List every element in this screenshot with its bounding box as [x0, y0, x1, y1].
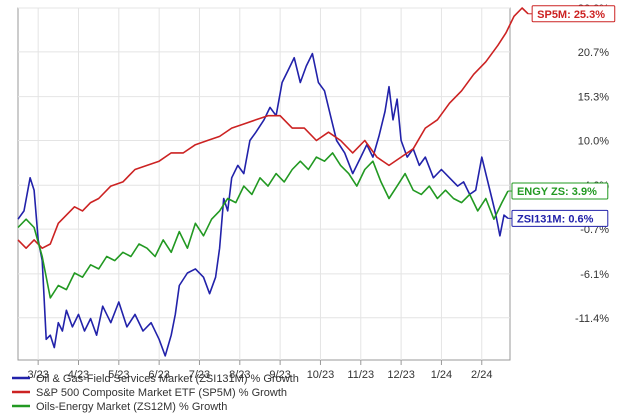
legend: Oil & Gas-Field Services Market (ZSI131M…: [12, 373, 299, 413]
y-tick-labels: 26.0%20.7%15.3%10.0%4.6%-0.7%-6.1%-11.4%: [575, 3, 609, 325]
legend-item: Oils-Energy Market (ZS12M) % Growth: [12, 401, 227, 413]
y-tick-label: 15.3%: [578, 92, 609, 104]
end-tag-sp5m: SP5M: 25.3%: [528, 5, 616, 23]
end-tag-zsi131m: ZSI131M: 0.6%: [507, 209, 609, 227]
end-tag-box: [511, 182, 609, 200]
x-tick-label: 3/23: [27, 369, 48, 381]
y-tick-label: -11.4%: [575, 313, 609, 325]
x-tick-label: 2/24: [471, 369, 492, 381]
x-tick-label: 7/23: [189, 369, 210, 381]
end-tag-text: SP5M: 25.3%: [537, 9, 605, 21]
y-gridlines: [18, 7, 510, 319]
x-tick-label: 10/23: [307, 369, 335, 381]
series-line-sp5m: [17, 7, 529, 249]
legend-label: S&P 500 Composite Market ETF (SP5M) % Gr…: [36, 387, 287, 399]
end-tag-engy-zs: ENGY ZS: 3.9%: [507, 182, 609, 200]
x-tick-label: 11/23: [347, 369, 374, 381]
y-tick-label: -0.7%: [580, 224, 609, 236]
x-tick-label: 12/23: [387, 369, 415, 381]
y-tick-label: -6.1%: [580, 269, 609, 281]
plot-frame: [17, 7, 511, 361]
series-end-tags: ZSI131M: 0.6% SP5M: 25.3% ENGY ZS: 3.9%: [507, 5, 616, 227]
end-tag-box: [531, 5, 616, 23]
y-tick-label: 20.7%: [578, 47, 609, 59]
end-tag-text: ENGY ZS: 3.9%: [517, 186, 597, 198]
series-line-engy-zs: [17, 152, 509, 299]
y-tick-label: 10.0%: [578, 136, 609, 148]
series-line-zsi131m: [17, 52, 509, 357]
legend-item: S&P 500 Composite Market ETF (SP5M) % Gr…: [12, 387, 287, 399]
x-tick-label: 1/24: [431, 369, 452, 381]
end-tag-box: [511, 209, 609, 227]
x-tick-label: 5/23: [108, 369, 129, 381]
x-tick-labels: 3/23 4/23 5/23 6/23 7/23 8/23 9/23 10/23 11/23 12…: [27, 369, 492, 381]
end-tag-text: ZSI131M: 0.6%: [517, 213, 594, 225]
legend-item: Oil & Gas-Field Services Market (ZSI131M…: [12, 373, 299, 385]
x-tick-label: 9/23: [269, 369, 290, 381]
series-lines: [17, 7, 529, 357]
x-tick-label: 8/23: [229, 369, 250, 381]
legend-label: Oils-Energy Market (ZS12M) % Growth: [36, 401, 227, 413]
x-tick-label: 6/23: [148, 369, 169, 381]
x-tick-label: 4/23: [68, 369, 89, 381]
legend-label: Oil & Gas-Field Services Market (ZSI131M…: [36, 373, 299, 385]
